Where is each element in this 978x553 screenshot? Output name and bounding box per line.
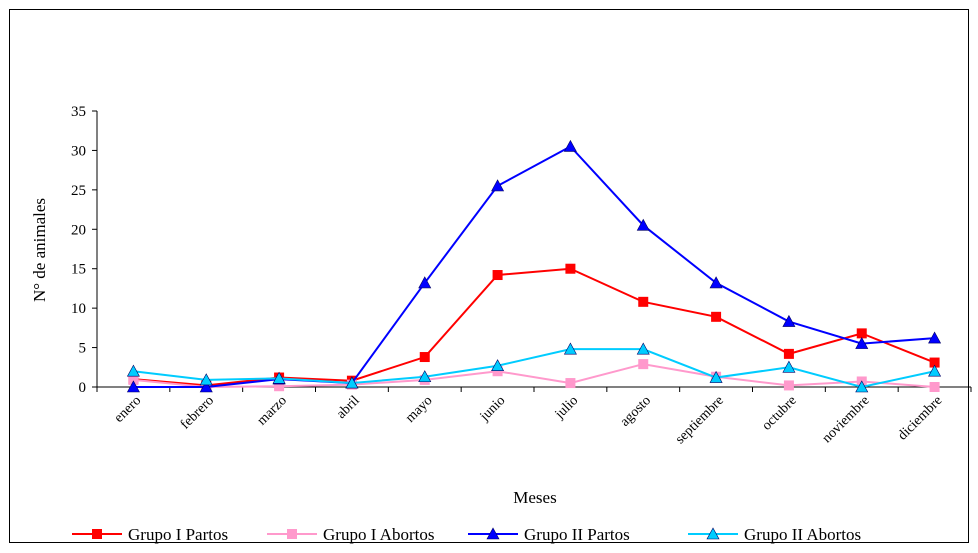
x-tick-label: agosto xyxy=(618,393,654,429)
x-tick-label: marzo xyxy=(255,393,290,428)
legend-item: Grupo II Abortos xyxy=(688,525,861,544)
x-tick-label: septiembre xyxy=(673,393,727,447)
legend-marker xyxy=(706,527,720,540)
data-point xyxy=(709,370,723,383)
data-point xyxy=(929,382,940,392)
series-layer xyxy=(126,139,942,393)
data-point xyxy=(492,270,503,281)
data-point xyxy=(126,364,140,377)
legend-label: Grupo I Abortos xyxy=(323,525,434,544)
data-point xyxy=(563,342,577,355)
y-tick-label: 25 xyxy=(71,183,86,199)
x-tick-label: julio xyxy=(552,393,581,422)
data-point xyxy=(638,359,649,370)
data-point xyxy=(491,179,505,192)
series-line xyxy=(133,348,935,389)
legend: Grupo I Partos Grupo I Abortos Grupo II Pa… xyxy=(72,525,861,544)
x-axis-label: Meses xyxy=(513,488,556,507)
data-point xyxy=(418,370,432,383)
series xyxy=(126,139,942,393)
x-tick-label: noviembre xyxy=(820,393,873,446)
legend-item: Grupo I Abortos xyxy=(267,525,434,544)
legend-label: Grupo II Abortos xyxy=(744,525,861,544)
data-point xyxy=(492,366,503,377)
y-axis-label: N° de animales xyxy=(30,198,49,302)
x-tick-label: enero xyxy=(112,393,145,426)
data-point xyxy=(928,331,942,344)
legend-marker xyxy=(287,529,297,539)
data-point xyxy=(565,378,576,389)
y-tick-label: 5 xyxy=(79,341,87,357)
data-point xyxy=(345,376,359,389)
x-tick-label: febrero xyxy=(178,393,217,432)
data-point xyxy=(418,276,432,289)
data-point xyxy=(711,311,722,322)
data-point xyxy=(783,348,794,359)
axes: 0 5 10 15 20 25 30 35 enero febrero marzo abril mayo… xyxy=(71,104,972,447)
legend-item: Grupo I Partos xyxy=(72,525,228,544)
y-tick-label: 20 xyxy=(71,222,86,238)
legend-item: Grupo II Partos xyxy=(468,525,630,544)
legend-marker xyxy=(486,527,500,540)
x-tick-label: mayo xyxy=(403,393,436,426)
legend-label: Grupo I Partos xyxy=(128,525,228,544)
data-point xyxy=(199,373,213,386)
series xyxy=(128,263,940,391)
y-tick-label: 10 xyxy=(71,301,86,317)
data-point xyxy=(491,359,505,372)
x-tick-label: junio xyxy=(477,393,509,425)
data-point xyxy=(928,364,942,377)
data-point xyxy=(636,218,650,231)
data-point xyxy=(199,380,213,393)
x-tick-label: diciembre xyxy=(895,393,945,443)
x-tick-label: abril xyxy=(334,393,363,422)
y-tick-label: 35 xyxy=(71,104,86,120)
series-line xyxy=(133,145,935,388)
legend-marker xyxy=(92,529,102,539)
data-point xyxy=(783,380,794,391)
data-point xyxy=(274,381,285,392)
data-point xyxy=(419,352,430,363)
data-point xyxy=(638,296,649,307)
data-point xyxy=(856,328,867,339)
series xyxy=(126,342,942,393)
data-point xyxy=(126,380,140,393)
series-line xyxy=(133,267,935,387)
series-line xyxy=(133,363,935,389)
y-tick-label: 15 xyxy=(71,262,86,278)
data-point xyxy=(565,263,576,274)
data-point xyxy=(855,337,869,349)
data-point xyxy=(563,139,577,152)
legend-label: Grupo II Partos xyxy=(524,525,630,544)
data-point xyxy=(929,357,940,368)
data-point xyxy=(636,342,650,355)
y-tick-label: 0 xyxy=(79,380,87,396)
data-point xyxy=(709,276,723,289)
x-tick-label: octubre xyxy=(759,393,799,433)
data-point xyxy=(782,360,796,373)
data-point xyxy=(782,314,796,327)
data-point xyxy=(128,374,139,385)
chart-frame xyxy=(9,9,969,543)
y-tick-label: 30 xyxy=(71,143,86,159)
data-point xyxy=(272,371,286,384)
data-point xyxy=(855,380,869,393)
